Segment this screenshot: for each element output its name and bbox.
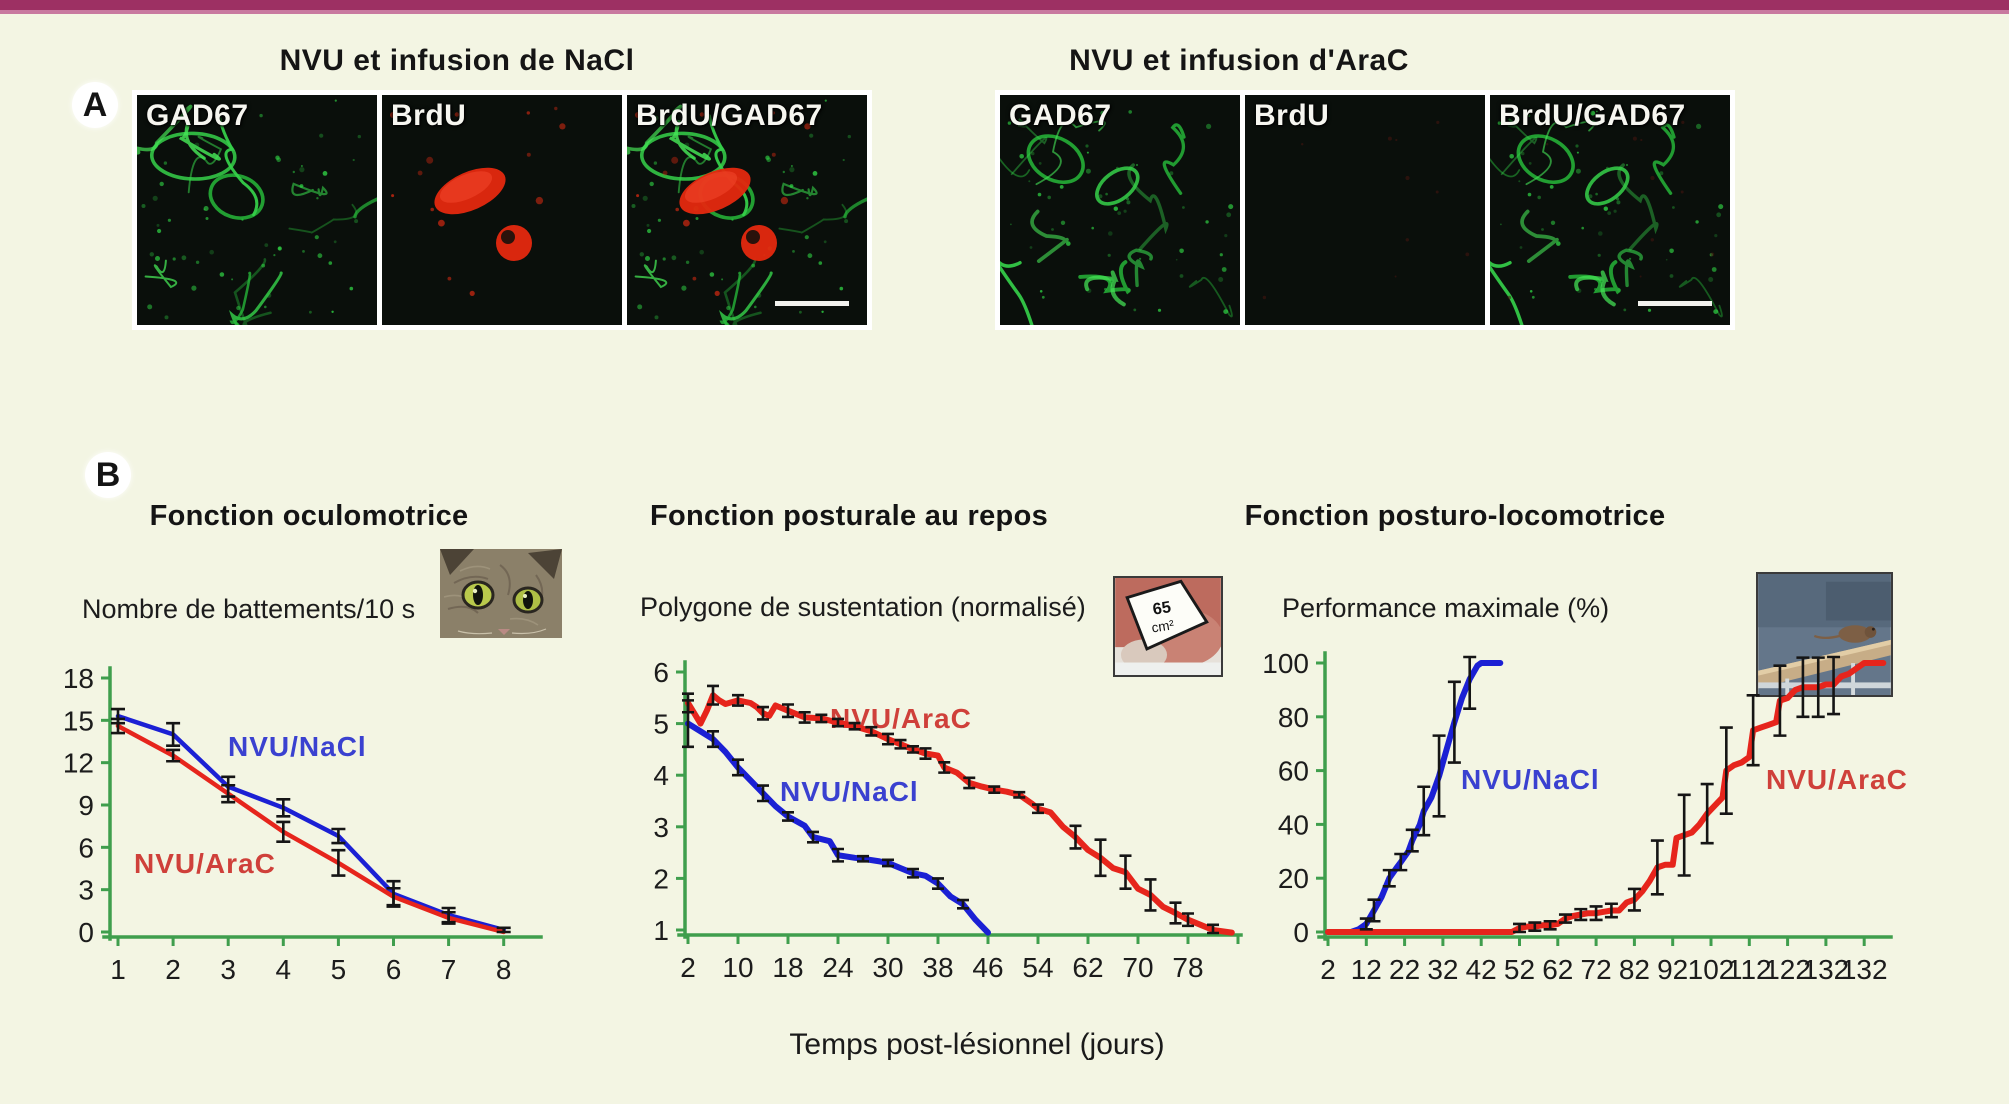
svg-text:78: 78 [1172, 952, 1203, 983]
svg-text:92: 92 [1657, 954, 1688, 985]
cat-eyes-photo [440, 549, 562, 638]
svg-text:9: 9 [78, 790, 94, 821]
chart3-series-label-nacl: NVU/NaCl [1461, 764, 1600, 795]
svg-text:54: 54 [1022, 952, 1053, 983]
micro-panel-label: BrdU/GAD67 [1499, 99, 1686, 132]
svg-text:42: 42 [1466, 954, 1497, 985]
svg-text:8: 8 [496, 954, 512, 985]
svg-text:62: 62 [1542, 954, 1573, 985]
svg-text:122: 122 [1764, 954, 1811, 985]
svg-text:2: 2 [165, 954, 181, 985]
chart2-title: Fonction posturale au repos [649, 500, 1049, 532]
micro-panel-label: GAD67 [1009, 99, 1112, 132]
support-polygon-photo: 65 cm² [1113, 576, 1223, 677]
polygon-area-unit: cm² [1151, 617, 1176, 635]
svg-text:12: 12 [1351, 954, 1382, 985]
svg-text:80: 80 [1278, 702, 1309, 733]
fluorescence-image [1490, 95, 1730, 325]
chart2-series-label-nacl: NVU/NaCl [780, 776, 919, 807]
micro-group-nacl: GAD67 BrdU BrdU/GAD67 [132, 90, 872, 330]
svg-text:2: 2 [653, 863, 669, 894]
micro-panel-label: BrdU [1254, 99, 1330, 132]
svg-text:15: 15 [63, 705, 94, 736]
svg-text:24: 24 [822, 952, 853, 983]
chart2-ylabel: Polygone de sustentation (normalisé) [640, 592, 1086, 622]
micro-panel-nacl-brdu: BrdU [382, 95, 622, 325]
svg-text:40: 40 [1278, 809, 1309, 840]
svg-text:6: 6 [386, 954, 402, 985]
micro-panel-arac-merge: BrdU/GAD67 [1490, 95, 1730, 325]
svg-text:5: 5 [331, 954, 347, 985]
shared-x-axis-label: Temps post-lésionnel (jours) [789, 1028, 1165, 1061]
fluorescence-image [382, 95, 622, 325]
fluorescence-image [137, 95, 377, 325]
svg-text:18: 18 [63, 663, 94, 694]
svg-text:6: 6 [78, 832, 94, 863]
svg-text:52: 52 [1504, 954, 1535, 985]
micro-panel-arac-brdu: BrdU [1245, 95, 1485, 325]
micro-panel-label: BrdU/GAD67 [636, 99, 823, 132]
polygon-area-value: 65 [1151, 598, 1172, 619]
svg-text:3: 3 [220, 954, 236, 985]
top-accent-bar [0, 0, 2009, 14]
svg-text:102: 102 [1688, 954, 1735, 985]
chart1-title: Fonction oculomotrice [149, 500, 469, 532]
svg-text:2: 2 [680, 952, 696, 983]
svg-text:72: 72 [1581, 954, 1612, 985]
svg-text:132: 132 [1803, 954, 1850, 985]
chart1-series-label-arac: NVU/AraC [134, 848, 276, 879]
group-title-nacl: NVU et infusion de NaCl [279, 44, 635, 77]
svg-text:2: 2 [1320, 954, 1336, 985]
svg-text:1: 1 [110, 954, 126, 985]
chart1-ylabel: Nombre de battements/10 s [82, 594, 416, 624]
svg-text:3: 3 [653, 812, 669, 843]
svg-text:100: 100 [1262, 648, 1309, 679]
svg-text:70: 70 [1122, 952, 1153, 983]
top-accent-bar-dark [0, 0, 2009, 10]
micro-panel-label: GAD67 [146, 99, 249, 132]
svg-text:12: 12 [63, 748, 94, 779]
micro-panel-label: BrdU [391, 99, 467, 132]
micro-panel-nacl-gad67: GAD67 [137, 95, 377, 325]
fluorescence-image [1245, 95, 1485, 325]
top-accent-bar-light [0, 10, 2009, 14]
svg-text:112: 112 [1727, 954, 1772, 985]
svg-text:46: 46 [972, 952, 1003, 983]
svg-text:0: 0 [78, 917, 94, 948]
svg-text:38: 38 [922, 952, 953, 983]
svg-text:22: 22 [1389, 954, 1420, 985]
panel-a-label: A [72, 82, 118, 128]
svg-text:18: 18 [772, 952, 803, 983]
svg-text:4: 4 [653, 760, 669, 791]
svg-text:32: 32 [1427, 954, 1458, 985]
svg-text:7: 7 [441, 954, 457, 985]
svg-text:132: 132 [1841, 954, 1888, 985]
fluorescence-image [627, 95, 867, 325]
svg-text:6: 6 [653, 657, 669, 688]
svg-text:30: 30 [872, 952, 903, 983]
group-title-arac: NVU et infusion d'AraC [1069, 44, 1409, 77]
chart1-series-label-nacl: NVU/NaCl [228, 731, 367, 762]
panel-b-label: B [85, 452, 131, 498]
micro-panel-arac-gad67: GAD67 [1000, 95, 1240, 325]
micro-group-arac: GAD67 BrdU BrdU/GAD67 [995, 90, 1735, 330]
fluorescence-image [1000, 95, 1240, 325]
chart3-series-label-arac: NVU/AraC [1766, 764, 1908, 795]
svg-text:4: 4 [276, 954, 292, 985]
svg-text:3: 3 [78, 875, 94, 906]
micro-panel-nacl-merge: BrdU/GAD67 [627, 95, 867, 325]
svg-text:82: 82 [1619, 954, 1650, 985]
svg-text:1: 1 [653, 915, 669, 946]
chart3-ylabel: Performance maximale (%) [1282, 593, 1610, 623]
svg-text:5: 5 [653, 709, 669, 740]
svg-text:20: 20 [1278, 863, 1309, 894]
svg-text:60: 60 [1278, 756, 1309, 787]
svg-text:0: 0 [1293, 917, 1309, 948]
chart3-title: Fonction posturo-locomotrice [1244, 500, 1666, 532]
svg-text:62: 62 [1072, 952, 1103, 983]
svg-text:10: 10 [722, 952, 753, 983]
